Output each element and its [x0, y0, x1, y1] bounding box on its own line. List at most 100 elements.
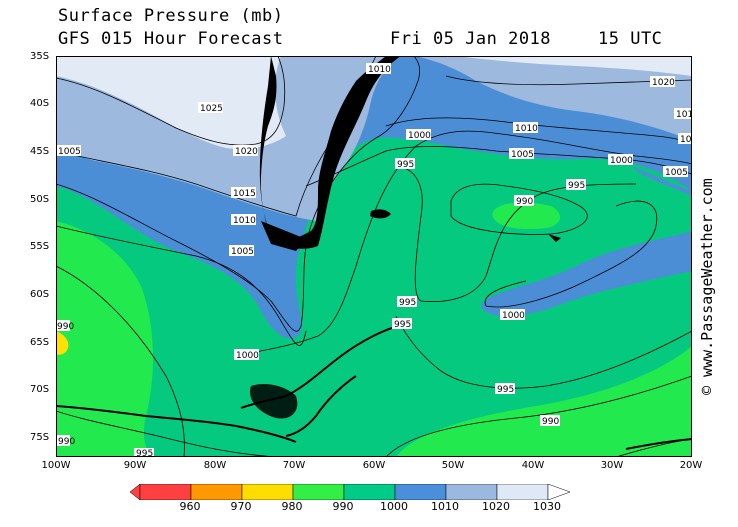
- lat-label: 45S: [30, 146, 50, 157]
- band-1010-tongue: [481, 166, 692, 317]
- lon-label: 40W: [521, 460, 545, 471]
- contour-label: 995: [566, 179, 586, 191]
- band-990-low: [492, 202, 561, 230]
- lon-label: 100W: [41, 460, 71, 471]
- contour-label: 1005: [56, 145, 81, 157]
- band-990-south: [396, 346, 692, 457]
- contour-label: 1015: [231, 187, 256, 199]
- scale-cell: [139, 484, 192, 500]
- svg-text:990: 990: [58, 437, 75, 447]
- color-scale: [130, 484, 571, 500]
- svg-text:1020: 1020: [652, 78, 675, 88]
- contour-label: 1005: [229, 245, 254, 257]
- contour-label: 1000: [500, 309, 525, 321]
- isobar-995-west: [56, 265, 185, 457]
- contour-label: 990: [540, 415, 560, 427]
- svg-text:1010: 1010: [515, 124, 538, 134]
- svg-text:1005: 1005: [511, 150, 534, 160]
- contour-label: 1000: [234, 349, 259, 361]
- coast-antarctica: [56, 405, 297, 443]
- svg-text:1000: 1000: [236, 351, 259, 361]
- svg-text:1000: 1000: [610, 156, 633, 166]
- isobar-995-center: [395, 165, 637, 302]
- svg-text:990: 990: [516, 197, 533, 207]
- scale-cell: [241, 484, 294, 500]
- lat-label: 40S: [30, 98, 50, 109]
- contour-label: 990: [514, 195, 534, 207]
- lat-label: 75S: [30, 432, 50, 443]
- svg-text:995: 995: [399, 298, 416, 308]
- lat-label: 35S: [30, 51, 50, 62]
- contour-label: 1020: [650, 76, 675, 88]
- lon-label: 30W: [600, 460, 624, 471]
- scale-arrow-left: [130, 484, 141, 500]
- contour-label: 995: [397, 296, 417, 308]
- band-980: [56, 331, 69, 355]
- contour-label: 1000: [406, 129, 431, 141]
- svg-text:990: 990: [57, 322, 74, 332]
- svg-text:1010: 1010: [368, 65, 391, 75]
- svg-text:995: 995: [136, 449, 153, 457]
- svg-text:10: 10: [680, 135, 692, 145]
- contour-label: 995: [134, 448, 154, 457]
- scale-label: 1030: [533, 500, 561, 513]
- lon-label: 60W: [362, 460, 386, 471]
- scale-cell: [343, 484, 396, 500]
- isobar-1010-east: [385, 117, 692, 145]
- scale-cell: [496, 484, 549, 500]
- lon-label: 80W: [203, 460, 227, 471]
- svg-text:995: 995: [397, 160, 414, 170]
- svg-text:990: 990: [542, 417, 559, 427]
- lat-label: 60S: [30, 289, 50, 300]
- contour-label: 1020: [233, 145, 258, 157]
- svg-text:1000: 1000: [408, 131, 431, 141]
- band-1030-west: [56, 56, 286, 149]
- band-1030-east: [456, 56, 692, 76]
- scale-label: 1020: [482, 500, 510, 513]
- contour-label: 1000: [608, 154, 633, 166]
- lat-label: 65S: [30, 337, 50, 348]
- svg-text:101: 101: [676, 110, 692, 120]
- contour-label: 990: [56, 435, 75, 447]
- svg-text:1005: 1005: [58, 147, 81, 157]
- svg-text:1010: 1010: [233, 216, 256, 226]
- scale-cell: [445, 484, 498, 500]
- map-frame: [56, 56, 692, 457]
- forecast-date: Fri 05 Jan 2018: [390, 29, 552, 49]
- isobar-1000: [235, 130, 692, 357]
- band-990-west: [56, 221, 153, 457]
- coast-antarctica-east: [625, 438, 692, 450]
- contour-label: 1005: [509, 148, 534, 160]
- land-south-america: [259, 56, 401, 249]
- band-1020-east: [56, 56, 692, 141]
- scale-label: 1010: [431, 500, 459, 513]
- contour-label: 1010: [366, 63, 391, 75]
- lon-label: 70W: [282, 460, 306, 471]
- land-island-cluster: [250, 384, 298, 419]
- isobar-1000-east: [484, 200, 658, 308]
- contour-label: 995: [395, 158, 415, 170]
- pressure-map: 1010 1025 1020 1020 1015 1010 1005 1005 …: [56, 56, 692, 457]
- isobar-1005-west: [56, 225, 307, 346]
- scale-label: 1000: [380, 500, 408, 513]
- credit-text: © www.PassageWeather.com: [698, 178, 716, 395]
- isobar-990-west: [56, 410, 277, 457]
- isobar-1010: [56, 56, 421, 332]
- scale-cell: [394, 484, 447, 500]
- isobar-1005: [305, 146, 692, 187]
- contour-label: 10: [678, 133, 692, 145]
- contour-label: 1010: [231, 214, 256, 226]
- svg-text:1005: 1005: [231, 247, 254, 257]
- scale-label: 970: [230, 500, 252, 513]
- lon-label: 90W: [123, 460, 147, 471]
- land-tierra-del-fuego: [261, 221, 306, 251]
- lon-label: 20W: [679, 460, 703, 471]
- contour-label: 1025: [198, 102, 223, 114]
- svg-text:1015: 1015: [233, 189, 256, 199]
- lat-label: 55S: [30, 241, 50, 252]
- contour-label: 995: [495, 383, 515, 395]
- scale-label: 990: [332, 500, 354, 513]
- scale-arrow-right: [547, 484, 571, 500]
- isobar-990: [450, 183, 588, 235]
- contour-label: 1005: [663, 166, 688, 178]
